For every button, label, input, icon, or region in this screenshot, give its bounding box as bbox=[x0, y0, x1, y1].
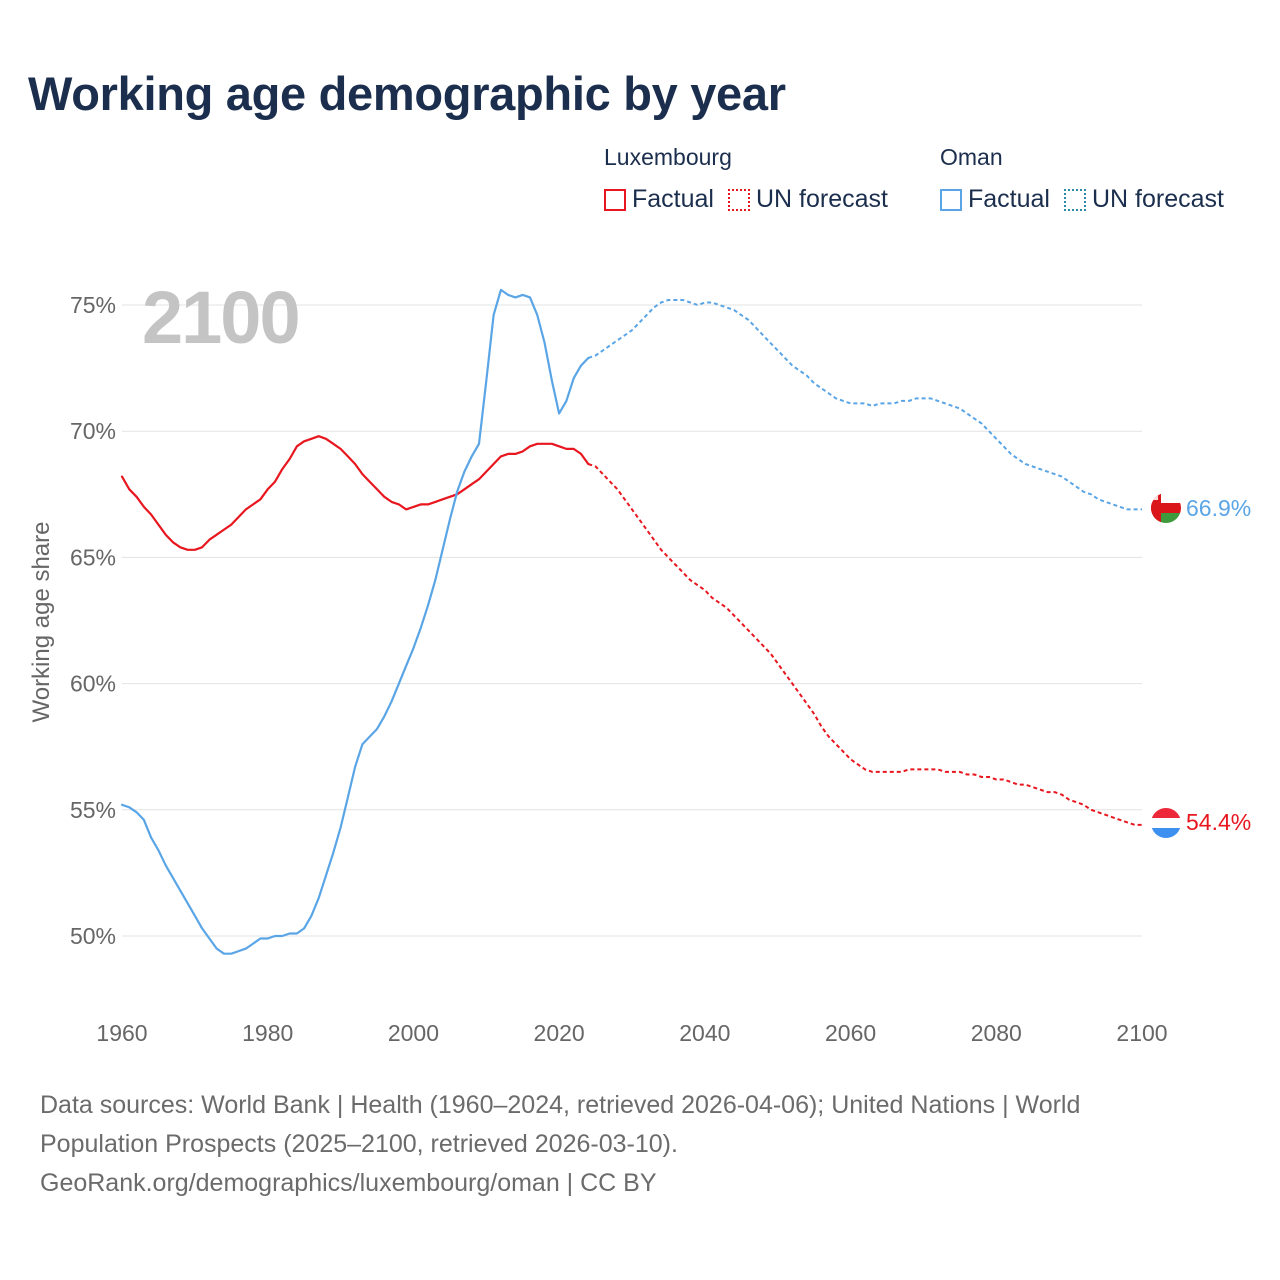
legend-swatch-dotted bbox=[1063, 188, 1086, 211]
legend-oman: Oman Factual UN forecast bbox=[940, 144, 1238, 214]
oman-forecast-line bbox=[587, 299, 1142, 511]
legend-group-name: Luxembourg bbox=[604, 144, 732, 170]
legend-swatch-solid bbox=[604, 188, 626, 211]
oman-factual-line bbox=[120, 288, 590, 955]
y-tick-label: 75% bbox=[70, 292, 116, 318]
chart-title: Working age demographic by year bbox=[28, 67, 786, 120]
legend-oman-forecast[interactable]: UN forecast bbox=[1063, 185, 1224, 214]
year-watermark: 2100 bbox=[142, 276, 299, 359]
luxembourg-flag-icon bbox=[1151, 808, 1181, 838]
footer: Data sources: World Bank | Health (1960–… bbox=[40, 1086, 1200, 1203]
oman-flag-icon bbox=[1151, 493, 1181, 523]
x-tick-label: 1980 bbox=[242, 1020, 293, 1046]
end-label-oman: 66.9% bbox=[1186, 495, 1251, 521]
y-tick-label: 60% bbox=[70, 671, 116, 697]
legend-label: UN forecast bbox=[1091, 185, 1224, 213]
end-label-luxembourg: 54.4% bbox=[1186, 809, 1251, 835]
legend-label: Factual bbox=[632, 185, 714, 213]
legend-oman-factual[interactable]: Factual bbox=[940, 185, 1050, 214]
x-tick-label: 2100 bbox=[1116, 1020, 1167, 1046]
credit-link[interactable]: GeoRank.org/demographics/luxembourg/oman… bbox=[40, 1169, 657, 1197]
legend-luxembourg-forecast[interactable]: UN forecast bbox=[727, 185, 888, 214]
y-tick-label: 65% bbox=[70, 544, 116, 570]
legend-luxembourg-factual[interactable]: Factual bbox=[604, 185, 714, 214]
x-tick-label: 2000 bbox=[388, 1020, 439, 1046]
x-tick-label: 2020 bbox=[534, 1020, 585, 1046]
y-tick-label: 55% bbox=[70, 797, 116, 823]
x-tick-label: 2080 bbox=[971, 1020, 1022, 1046]
legend-label: Factual bbox=[968, 185, 1050, 213]
y-tick-label: 70% bbox=[70, 418, 116, 444]
luxembourg-forecast-line bbox=[587, 463, 1142, 826]
y-tick-label: 50% bbox=[70, 923, 116, 949]
x-tick-label: 2060 bbox=[825, 1020, 876, 1046]
legend-swatch-dotted bbox=[727, 188, 750, 211]
line-chart: 50% 55% 60% 65% 70% 75% 1960 1980 2000 2020 2040 2… bbox=[70, 276, 1251, 1046]
legend-luxembourg: Luxembourg Factual UN forecast bbox=[604, 144, 902, 214]
x-tick-label: 2040 bbox=[679, 1020, 730, 1046]
legend-group-name: Oman bbox=[940, 144, 1003, 170]
legend-swatch-solid bbox=[940, 188, 962, 211]
x-tick-label: 1960 bbox=[96, 1020, 147, 1046]
legend-label: UN forecast bbox=[755, 185, 888, 213]
luxembourg-factual-line bbox=[120, 435, 590, 551]
data-sources: Data sources: World Bank | Health (1960–… bbox=[40, 1091, 1081, 1158]
